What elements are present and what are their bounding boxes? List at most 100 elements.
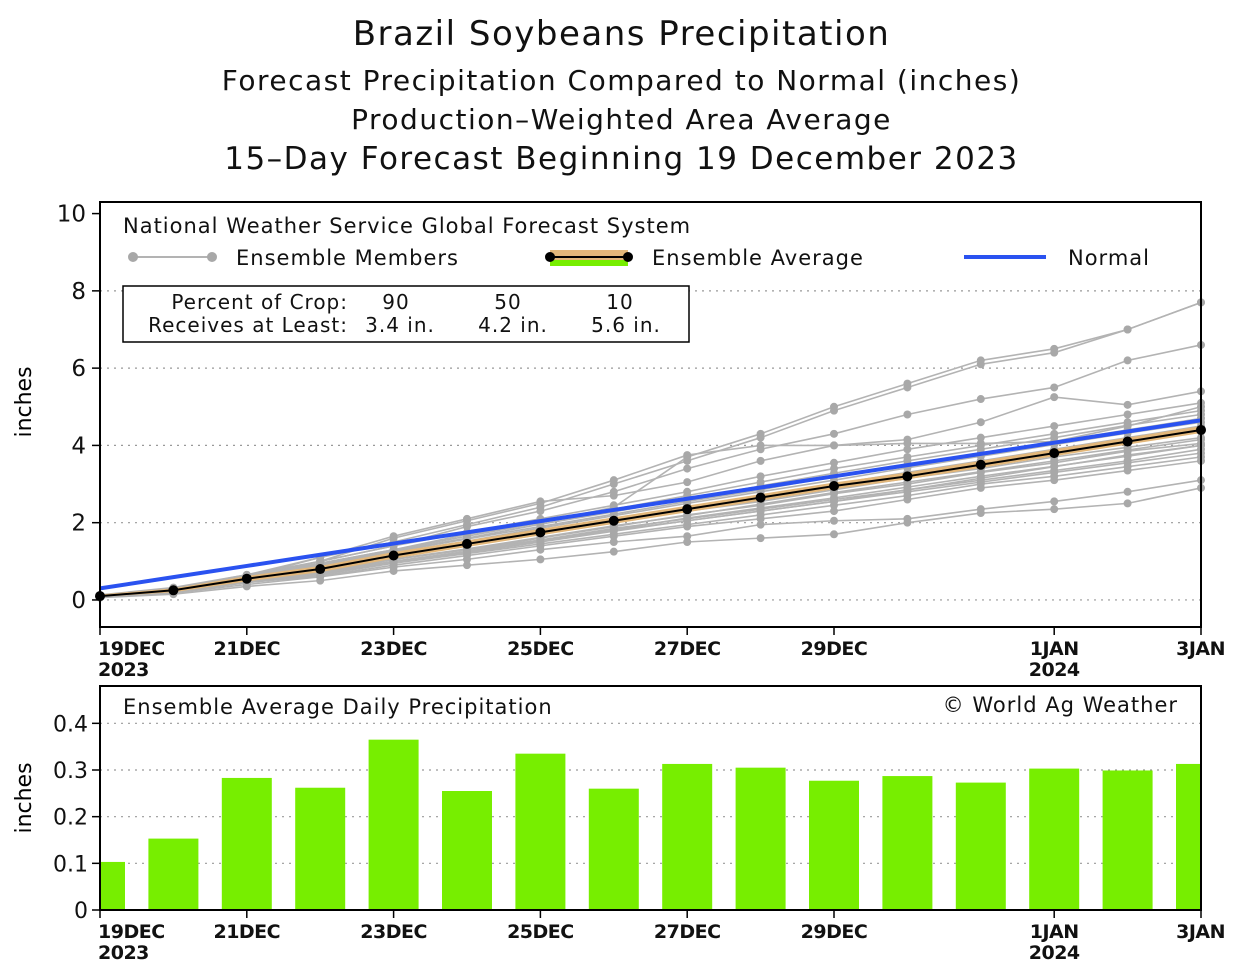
daily-precip-bar [148,838,199,910]
ensemble-member-point [756,520,765,529]
normal-line [99,418,1202,591]
daily-precip-bar [1029,768,1080,910]
ensemble-member-point [1050,344,1059,353]
lower-x-tick-label: 29DEC [801,921,868,943]
lower-y-tick-label: 0.2 [53,806,88,831]
legend-members-dot [207,252,217,262]
ensemble-member-point [463,547,471,556]
ensemble-member-point [1050,468,1059,477]
upper-x-tick-label: 1JAN [1030,638,1079,660]
crop-amount-90: 3.4 in. [365,313,435,337]
ensemble-average-point [1122,436,1133,447]
daily-precip-bar [221,777,272,910]
ensemble-member-line [99,405,1202,597]
ensemble-member-point [683,532,692,541]
lower-x-tick-label: 23DEC [360,921,427,943]
lower-y-tick-label: 0.1 [53,852,88,877]
ensemble-member-point [683,464,692,473]
upper-y-tick-label: 6 [71,356,86,382]
upper-x-tick-label: 27DEC [654,638,721,660]
ensemble-average-line [99,428,1202,598]
ensemble-average-point [315,564,326,575]
ensemble-member-point [1050,476,1059,485]
daily-precip-bar [588,788,639,910]
ensemble-member-point [1123,421,1132,430]
crop-row1-label: Percent of Crop: [171,290,348,314]
daily-precip-bars [100,739,1201,910]
ensemble-member-point [609,476,618,485]
ensemble-member-point [756,441,765,450]
ensemble-member-point [830,429,838,438]
ensemble-average-point [168,585,179,596]
ensemble-member-point [1050,383,1059,392]
lower-y-tick-label: 0.3 [53,759,88,784]
ensemble-member-line [99,301,1202,597]
ensemble-member-line [99,301,1202,597]
upper-y-tick-label: 8 [71,279,86,305]
daily-precip-bar [100,861,125,910]
chart-title: Brazil Soybeans Precipitation [352,14,891,54]
legend-average-dot [545,252,555,262]
ensemble-member-point [756,504,765,512]
ensemble-average-group [95,424,1206,602]
ensemble-average-point [902,471,913,482]
ensemble-member-point [976,433,985,442]
ensemble-member-point [1050,505,1059,514]
ensemble-average-point [755,492,766,503]
daily-precip-bar [368,739,419,910]
upper-y-tick-label: 4 [71,433,86,459]
legend-members-dot [128,252,138,262]
ensemble-member-line [99,402,1202,596]
upper-plot-frame [99,201,1202,628]
daily-precip-bar [662,763,713,910]
ensemble-average-point [462,538,472,549]
ensemble-member-point [1050,462,1059,471]
daily-precip-bar [735,767,786,910]
ensemble-member-point [1050,497,1059,506]
ensemble-member-point [976,483,985,492]
lower-plot-frame [99,685,1202,911]
upper-y-tick-label: 10 [57,202,86,228]
ensemble-member-point [683,451,692,460]
ensemble-average-point [388,550,399,561]
lower-x-tick-label: 25DEC [507,921,574,943]
ensemble-average-point [535,527,546,538]
ensemble-member-point [756,429,765,438]
ensemble-member-point [1123,466,1132,475]
ensemble-member-point [830,516,838,525]
ensemble-member-point [903,410,912,419]
legend-average-dot [623,252,633,262]
ensemble-member-point [830,458,838,467]
ensemble-member-line [99,487,1202,599]
daily-precip-bar [955,782,1006,910]
ensemble-member-point [903,379,912,388]
daily-precip-bar [1102,770,1153,910]
daily-precip-bar [442,791,492,910]
upper-y-label: inches [12,366,37,437]
ensemble-member-point [463,561,471,570]
ensemble-member-line [99,460,1202,598]
ensemble-member-point [1050,433,1059,442]
ensemble-member-point [976,505,985,514]
ensemble-member-point [903,435,912,444]
crop-row2-label: Receives at Least: [148,313,348,337]
ensemble-member-point [830,530,838,539]
ensemble-member-point [683,538,692,546]
legend-members-label: Ensemble Members [236,246,459,270]
ensemble-member-point [389,532,398,541]
legend: National Weather Service Global Forecast… [123,214,1149,270]
lower-x-tick-label: 3JAN [1176,921,1225,943]
ensemble-member-point [903,514,912,523]
daily-precip-bar [882,776,933,910]
ensemble-member-point [1123,487,1132,496]
ensemble-member-point [976,445,985,454]
lower-y-label: inches [12,762,37,833]
ensemble-member-point [536,507,545,516]
ensemble-member-point [1123,499,1132,508]
crop-pct-90: 90 [382,290,409,314]
ensemble-members [96,298,1205,602]
ensemble-member-point [683,478,692,487]
ensemble-member-point [683,487,692,496]
